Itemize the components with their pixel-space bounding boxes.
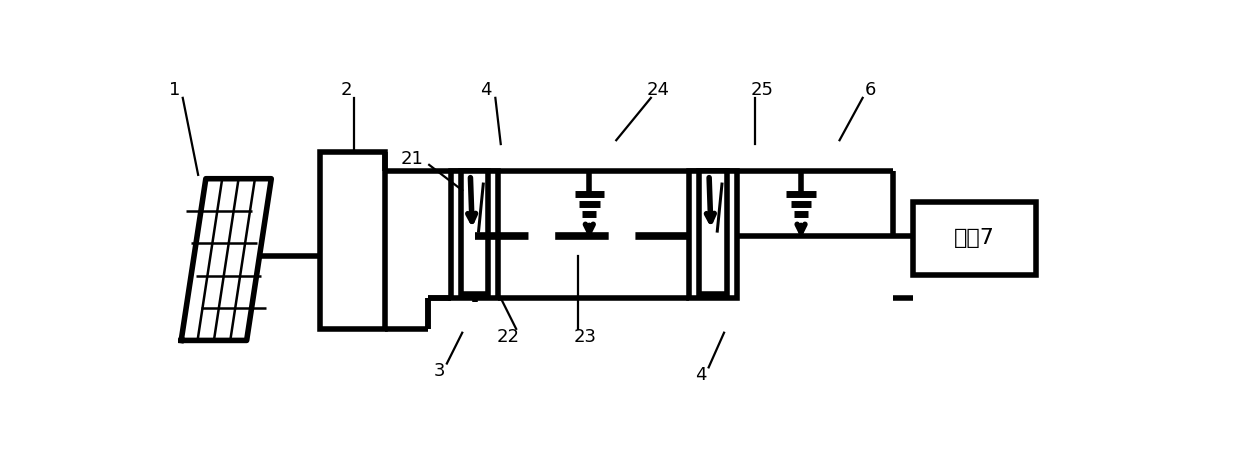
Text: 3: 3: [434, 362, 445, 380]
Bar: [461, 171, 489, 294]
Text: 6: 6: [864, 81, 875, 99]
Text: 21: 21: [401, 151, 424, 168]
Text: 4: 4: [480, 81, 491, 99]
Text: 24: 24: [647, 81, 670, 99]
Text: 4: 4: [696, 366, 707, 384]
Text: 负载7: 负载7: [954, 228, 994, 249]
Bar: [699, 171, 727, 294]
Bar: [450, 171, 498, 298]
Bar: [320, 152, 386, 329]
Text: 22: 22: [497, 327, 520, 346]
Text: 25: 25: [751, 81, 774, 99]
Bar: [689, 171, 737, 298]
Text: 1: 1: [170, 81, 181, 99]
Text: 2: 2: [341, 81, 352, 99]
Text: 23: 23: [574, 327, 596, 346]
Bar: [913, 202, 1035, 275]
